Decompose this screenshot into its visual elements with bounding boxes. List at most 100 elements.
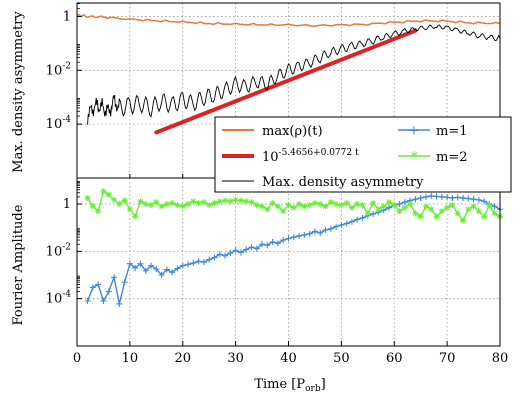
m2-marker [190, 198, 196, 204]
m2-marker [211, 200, 218, 206]
m2-marker [201, 199, 207, 205]
m2-marker [412, 210, 418, 216]
m2-marker [296, 201, 302, 207]
top-y-axis-label: Max. density asymmetry [11, 11, 26, 173]
legend-marker-m1: + [409, 124, 420, 139]
m2-marker [206, 202, 212, 208]
m2-marker [169, 200, 175, 206]
legend-label-m2: m=2 [436, 150, 468, 165]
m2-marker [243, 198, 249, 204]
x-tick-label: 0 [73, 351, 81, 366]
m2-marker [248, 199, 255, 205]
x-tick-label: 70 [439, 351, 456, 366]
m2-marker [471, 203, 477, 209]
m2-marker [455, 210, 461, 216]
legend-box [214, 116, 512, 193]
x-ticks: 0 10 20 30 40 50 60 70 80 [73, 174, 508, 366]
m2-marker [449, 202, 455, 208]
m2-marker [402, 205, 408, 211]
m2-marker [359, 202, 366, 208]
bottom-y-axis-label: Fourier Amplitude [11, 204, 26, 325]
m2-marker [164, 201, 170, 207]
m2-marker [391, 202, 397, 208]
m2-marker [153, 199, 159, 205]
m2-marker [433, 213, 440, 219]
m2-marker [396, 208, 403, 214]
m2-marker [328, 199, 334, 205]
m2-marker [486, 202, 492, 208]
max-rho-line [76, 14, 501, 27]
m2-marker [476, 208, 482, 214]
bottom-y-tick-label: 10-4 [46, 290, 72, 307]
m2-marker [122, 198, 128, 204]
m2-marker [444, 205, 450, 211]
m2-marker [344, 200, 350, 206]
x-tick-label: 10 [122, 351, 139, 366]
m2-marker [492, 210, 498, 216]
legend-marker-m2: * [411, 150, 418, 165]
m2-marker [333, 201, 339, 207]
m2-marker [254, 202, 260, 208]
fit-line [154, 28, 418, 135]
x-axis-label: Time [Porb] [254, 377, 325, 394]
m2-marker [137, 198, 144, 204]
m2-marker [111, 197, 117, 203]
x-tick-label: 50 [333, 351, 350, 366]
m2-marker [143, 201, 149, 207]
m2-marker [370, 200, 376, 206]
top-y-ticks: 1 10-2 10-4 [46, 3, 82, 132]
legend-label-max-rho: max(ρ)(t) [262, 124, 323, 139]
m2-marker [185, 201, 191, 207]
bottom-y-tick-label: 10-2 [46, 242, 71, 259]
legend: max(ρ)(t) 10-5.4656+0.0772 t Max. densit… [214, 116, 512, 193]
m2-marker [481, 213, 487, 219]
m2-marker [159, 203, 165, 209]
m2-marker [354, 201, 360, 207]
m2-marker [116, 201, 122, 207]
m2-marker [407, 201, 413, 207]
m2-marker [349, 205, 355, 211]
m2-marker [217, 198, 223, 204]
asymmetry-line [87, 24, 501, 125]
m2-marker [222, 198, 228, 204]
m2-marker [100, 188, 106, 194]
m2-marker [106, 192, 112, 198]
m2-marker [270, 200, 276, 206]
m2-marker [174, 202, 181, 208]
top-y-tick-label: 10-2 [46, 61, 71, 78]
m2-marker [180, 203, 186, 209]
m2-marker [428, 206, 434, 212]
m2-marker [465, 206, 471, 212]
m2-marker [381, 203, 387, 209]
m2-marker [238, 198, 244, 204]
m2-marker [386, 199, 392, 205]
m2-marker [338, 202, 344, 208]
m2-marker [132, 213, 138, 219]
m1-line [86, 195, 501, 305]
m2-marker [127, 206, 133, 212]
top-y-tick-label: 10-4 [46, 115, 72, 132]
m2-marker [196, 200, 202, 206]
m2-marker [285, 202, 292, 208]
m2-marker [95, 208, 101, 214]
m2-marker [439, 208, 445, 214]
m2-marker [322, 203, 329, 209]
x-tick-label: 80 [492, 351, 509, 366]
x-tick-label: 30 [227, 351, 244, 366]
m2-marker [460, 218, 466, 224]
m2-marker [227, 198, 233, 204]
m2-marker [85, 195, 91, 201]
m2-marker [317, 201, 323, 207]
top-y-tick-label: 1 [63, 9, 71, 24]
bottom-y-ticks: 1 10-2 10-4 [46, 181, 82, 307]
m2-marker [148, 202, 154, 208]
x-tick-label: 40 [280, 351, 297, 366]
m2-marker [301, 203, 307, 209]
m2-marker [423, 203, 429, 209]
m2-marker [233, 197, 239, 203]
legend-label-asymmetry: Max. density asymmetry [262, 175, 424, 190]
bottom-y-tick-label: 1 [63, 197, 71, 212]
m2-marker [418, 213, 424, 219]
